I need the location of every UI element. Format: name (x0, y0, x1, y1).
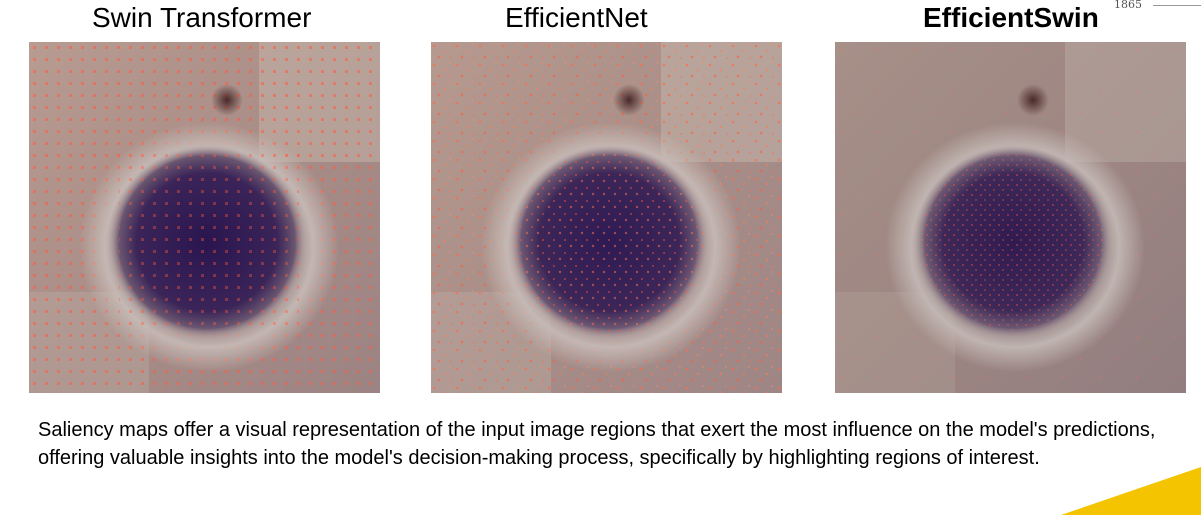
panel-title-efficientswin: EfficientSwin (923, 2, 1099, 33)
panel-title-swin: Swin Transformer (92, 2, 312, 33)
accent-corner (1061, 467, 1201, 515)
saliency-image-swin (29, 42, 380, 393)
page-number: 1865 (1114, 0, 1142, 11)
saliency-map-efficientnet (431, 42, 782, 393)
page-rule (1153, 5, 1201, 6)
saliency-image-efficientswin (835, 42, 1186, 393)
figure-caption: Saliency maps offer a visual representat… (38, 419, 1156, 469)
saliency-map-efficientswin (835, 42, 1186, 393)
saliency-image-efficientnet (431, 42, 782, 393)
panel-title-efficientnet: EfficientNet (505, 2, 648, 33)
saliency-map-swin (29, 42, 380, 393)
